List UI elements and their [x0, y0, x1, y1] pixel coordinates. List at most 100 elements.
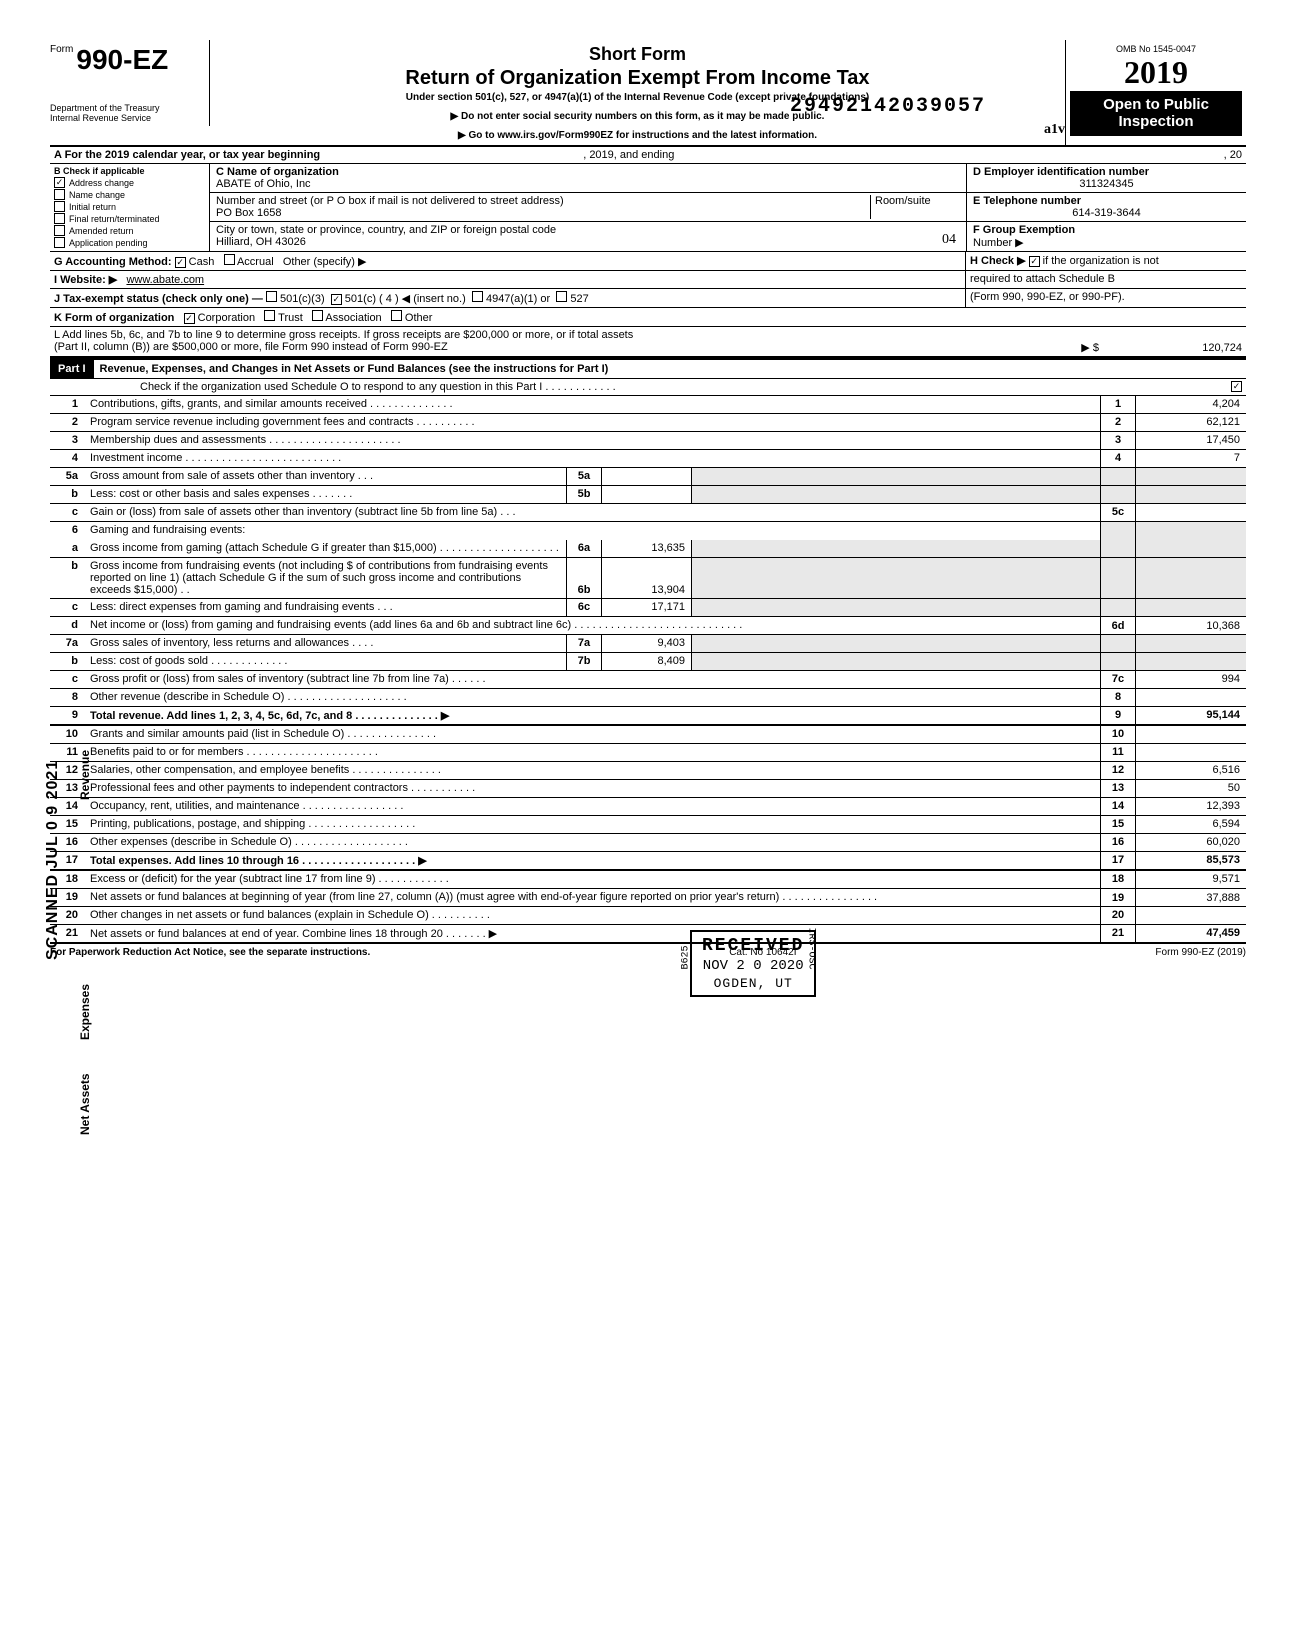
chk-h[interactable]: ✓ [1029, 256, 1040, 267]
lbl-other-specify: Other (specify) ▶ [283, 256, 367, 268]
ln5c-num: c [50, 504, 86, 521]
side-revenue: Revenue [78, 750, 92, 800]
ln2-num: 2 [50, 414, 86, 431]
ln14-amt: 12,393 [1136, 798, 1246, 815]
ln5a-ibox: 5a [566, 468, 602, 485]
chk-trust[interactable] [264, 310, 275, 321]
ln21-amt: 47,459 [1136, 925, 1246, 942]
ln8-num: 8 [50, 689, 86, 706]
lbl-amended: Amended return [69, 226, 134, 236]
ln6c-num: c [50, 599, 86, 616]
lbl-501c3: 501(c)(3) [280, 293, 325, 305]
ln18-amt: 9,571 [1136, 871, 1246, 888]
ln9-amt: 95,144 [1136, 707, 1246, 724]
ln7a-num: 7a [50, 635, 86, 652]
chk-501c3[interactable] [266, 291, 277, 302]
ln19-desc: Net assets or fund balances at beginning… [86, 889, 1100, 906]
ln16-amt: 60,020 [1136, 834, 1246, 851]
handwrite-04: 04 [942, 232, 956, 248]
ln9-num: 9 [50, 707, 86, 724]
ln13-amt: 50 [1136, 780, 1246, 797]
ln6d-num: d [50, 617, 86, 634]
lbl-final: Final return/terminated [69, 214, 160, 224]
chk-cash[interactable]: ✓ [175, 257, 186, 268]
lbl-trust: Trust [278, 312, 303, 324]
g-label: G Accounting Method: [54, 256, 172, 268]
ln15-amt: 6,594 [1136, 816, 1246, 833]
d-label: D Employer identification number [973, 166, 1149, 178]
ln8-amt [1136, 689, 1246, 706]
ln19-amt: 37,888 [1136, 889, 1246, 906]
tax-year: 2019 [1070, 54, 1242, 91]
ln20-box: 20 [1100, 907, 1136, 924]
city-label: City or town, state or province, country… [216, 224, 556, 236]
ln3-box: 3 [1100, 432, 1136, 449]
lbl-addr-change: Address change [69, 178, 134, 188]
h-text3: (Form 990, 990-EZ, or 990-PF). [970, 291, 1125, 303]
ln7b-num: b [50, 653, 86, 670]
ln10-box: 10 [1100, 726, 1136, 743]
website-value: www.abate.com [126, 274, 204, 286]
lbl-initial: Initial return [69, 202, 116, 212]
l-text: L Add lines 5b, 6c, and 7b to line 9 to … [54, 329, 1242, 341]
chk-part1-scho[interactable]: ✓ [1231, 381, 1242, 392]
ln5a-desc: Gross amount from sale of assets other t… [86, 468, 566, 485]
ln9-box: 9 [1100, 707, 1136, 724]
ln12-desc: Salaries, other compensation, and employ… [86, 762, 1100, 779]
chk-name-change[interactable] [54, 189, 65, 200]
ln1-box: 1 [1100, 396, 1136, 413]
ln21-desc: Net assets or fund balances at end of ye… [86, 925, 1100, 942]
ln16-box: 16 [1100, 834, 1136, 851]
side-netassets: Net Assets [78, 1073, 92, 1135]
f-label2: Number ▶ [973, 237, 1024, 249]
lbl-name-change: Name change [69, 190, 125, 200]
chk-amended[interactable] [54, 225, 65, 236]
501c-num: 4 [386, 293, 392, 305]
chk-501c[interactable]: ✓ [331, 294, 342, 305]
chk-assoc[interactable] [312, 310, 323, 321]
chk-final[interactable] [54, 213, 65, 224]
footer-right: Form 990-EZ (2019) [1155, 947, 1246, 958]
chk-addr-change[interactable]: ✓ [54, 177, 65, 188]
chk-527[interactable] [556, 291, 567, 302]
h-text: if the organization is not [1043, 255, 1159, 267]
ln17-box: 17 [1100, 852, 1136, 869]
chk-4947[interactable] [472, 291, 483, 302]
stamp-side2: IRS-OSC [806, 927, 817, 969]
ln14-box: 14 [1100, 798, 1136, 815]
chk-accrual[interactable] [224, 254, 235, 265]
ln12-amt: 6,516 [1136, 762, 1246, 779]
short-form-label: Short Form [220, 44, 1055, 65]
side-expenses: Expenses [78, 984, 92, 1040]
ln6-num: 6 [50, 522, 86, 540]
ln6b-iamt: 13,904 [602, 558, 692, 598]
ln5c-box: 5c [1100, 504, 1136, 521]
line-a: A For the 2019 calendar year, or tax yea… [50, 147, 1246, 164]
ln18-box: 18 [1100, 871, 1136, 888]
chk-other[interactable] [391, 310, 402, 321]
chk-corp[interactable]: ✓ [184, 313, 195, 324]
ln10-num: 10 [50, 726, 86, 743]
ln4-desc: Investment income . . . . . . . . . . . … [86, 450, 1100, 467]
chk-initial[interactable] [54, 201, 65, 212]
h-label: H Check ▶ [970, 255, 1026, 267]
stamp-number: 29492142039057 [790, 95, 986, 118]
ln2-box: 2 [1100, 414, 1136, 431]
l-amount: 120,724 [1102, 342, 1242, 354]
line-a-label: A For the 2019 calendar year, or tax yea… [54, 149, 320, 161]
ln20-desc: Other changes in net assets or fund bala… [86, 907, 1100, 924]
chk-app-pending[interactable] [54, 237, 65, 248]
part1-label: Part I [50, 360, 94, 378]
ln14-desc: Occupancy, rent, utilities, and maintena… [86, 798, 1100, 815]
ln18-desc: Excess or (deficit) for the year (subtra… [86, 871, 1100, 888]
dept-line2: Internal Revenue Service [50, 114, 203, 124]
org-name: ABATE of Ohio, Inc [216, 178, 311, 190]
ln3-amt: 17,450 [1136, 432, 1246, 449]
lbl-assoc: Association [325, 312, 381, 324]
lbl-4947: 4947(a)(1) or [486, 293, 550, 305]
form-prefix: Form [50, 44, 73, 55]
ln17-amt: 85,573 [1136, 852, 1246, 869]
ln5c-amt [1136, 504, 1246, 521]
stamp-received: RECEIVED [702, 936, 804, 956]
open-public-2: Inspection [1074, 114, 1238, 131]
